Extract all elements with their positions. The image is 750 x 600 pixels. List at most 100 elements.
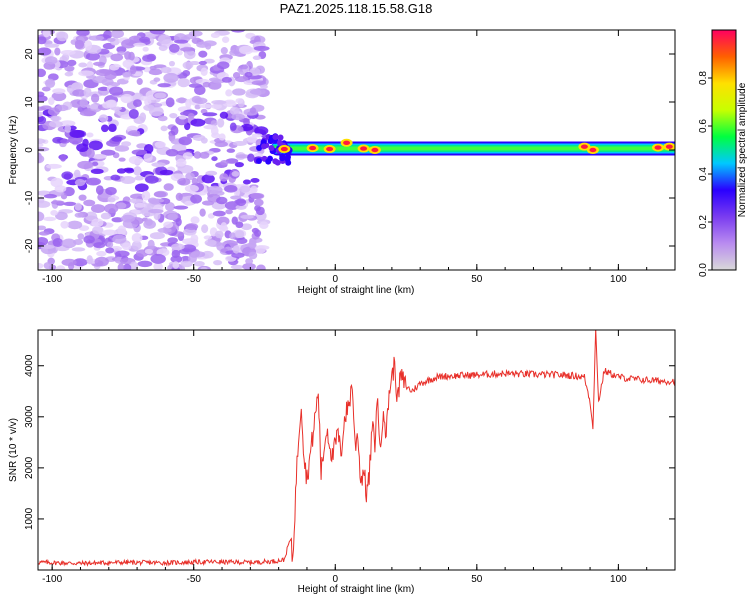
spectrogram-noise-cell xyxy=(74,178,86,187)
spectrogram-noise-cell xyxy=(158,44,168,52)
spectrogram-noise-cell xyxy=(104,203,119,214)
spectrogram-noise-cell xyxy=(91,218,104,228)
spectrogram-noise-cell xyxy=(109,86,124,96)
spectrogram-noise-cell xyxy=(206,185,223,195)
spectrogram-noise-cell xyxy=(153,191,167,198)
spectrogram-noise-cell xyxy=(163,72,179,83)
spectrogram-noise-cell xyxy=(38,68,46,78)
spectrogram-noise-cell xyxy=(221,36,230,44)
spectrogram-noise-cell xyxy=(203,124,218,130)
spectrogram-noise-cell xyxy=(67,59,77,67)
spectrogram-noise-cell xyxy=(48,120,63,128)
spectrogram-noise-cell xyxy=(232,245,240,254)
spectrogram-noise-cell xyxy=(38,106,47,111)
spectrogram-peak xyxy=(309,145,317,151)
spectrogram-transition-cell xyxy=(265,158,272,165)
spectrogram-noise-cell xyxy=(229,106,240,116)
spectrogram-noise-cell xyxy=(175,218,182,226)
spectrogram-noise-cell xyxy=(50,209,58,216)
spectrogram-noise-cell xyxy=(101,124,109,133)
snr-y-tick-label: 4000 xyxy=(24,354,35,377)
spectrogram-noise-cell xyxy=(128,108,139,119)
spectrogram-noise-cell xyxy=(211,99,227,105)
spectrogram-noise-cell xyxy=(44,43,60,48)
spectrogram-noise-cell xyxy=(73,169,81,178)
spectrogram-noise-cell xyxy=(250,185,258,194)
spectrogram-noise-cell xyxy=(219,111,229,119)
spectrogram-noise-cell xyxy=(78,194,87,201)
spectrogram-noise-cell xyxy=(111,136,123,142)
spectrogram-noise-cell xyxy=(185,172,195,181)
spectrogram-noise-cell xyxy=(83,235,95,244)
page-title: PAZ1.2025.118.15.58.G18 xyxy=(279,1,433,16)
spectrogram-noise-cell xyxy=(148,209,164,214)
spectrogram-noise-cell xyxy=(190,234,199,243)
spectrogram-noise-cell xyxy=(190,216,200,224)
spectrogram-noise-cell xyxy=(230,264,244,270)
spectrogram-peak xyxy=(371,147,379,153)
spectrogram-noise-cell xyxy=(55,265,66,270)
spectrogram-peak xyxy=(654,145,662,150)
spectrogram-noise-cell xyxy=(235,198,247,207)
spectrogram-noise-cell xyxy=(43,262,52,270)
spectrogram-noise-cell xyxy=(38,111,43,118)
spectrogram-noise-cell xyxy=(221,76,233,83)
spectrogram-noise-cell xyxy=(74,39,85,49)
spectrogram-noise-cell xyxy=(175,192,183,201)
spectrogram-noise-cell xyxy=(97,86,110,91)
spectrogram-noise-cell xyxy=(170,255,183,263)
spectrogram-noise-cell xyxy=(190,118,206,127)
spectrogram-noise-cell xyxy=(179,47,196,52)
spectrogram-y-tick-label: 10 xyxy=(24,96,35,108)
spectrogram-noise-cell xyxy=(171,243,185,251)
spectrogram-noise-cell xyxy=(260,84,268,90)
spectrogram-noise-cell xyxy=(55,211,68,221)
spectrogram-transition-cell xyxy=(277,134,284,141)
spectrogram-noise-cell xyxy=(101,229,118,236)
spectrogram-noise-cell xyxy=(51,91,67,102)
spectrogram-noise-cell xyxy=(178,136,193,146)
spectrogram-noise-cell xyxy=(95,185,104,195)
spectrogram-noise-cell xyxy=(250,192,265,200)
spectrogram-noise-cell xyxy=(163,221,174,229)
spectrogram-noise-cell xyxy=(90,93,100,103)
spectrogram-noise-cell xyxy=(114,250,130,258)
spectrogram-noise-cell xyxy=(59,154,67,162)
spectrogram-noise-cell xyxy=(149,30,166,35)
spectrogram-noise-cell xyxy=(38,211,45,222)
spectrogram-noise-cell xyxy=(59,120,76,127)
spectrogram-noise-cell xyxy=(145,218,153,226)
spectrogram-noise-cell xyxy=(137,260,153,268)
spectrogram-noise-cell xyxy=(254,205,261,212)
spectrogram-noise-cell xyxy=(139,36,151,43)
spectrogram-x-tick-label: 100 xyxy=(610,274,627,285)
spectrogram-noise-cell xyxy=(143,152,153,162)
spectrogram-noise-cell xyxy=(159,169,174,176)
spectrogram-noise-cell xyxy=(231,88,246,96)
spectrogram-noise-cell xyxy=(201,224,209,234)
spectrogram-noise-cell xyxy=(134,175,144,181)
spectrogram-noise-cell xyxy=(120,214,135,223)
spectrogram-noise-cell xyxy=(250,178,260,183)
spectrogram-transition-cell xyxy=(261,143,268,150)
spectrogram-noise-cell xyxy=(199,208,206,217)
spectrogram-noise-cell xyxy=(212,79,225,84)
spectrogram-x-tick-label: 0 xyxy=(332,274,338,285)
spectrogram-noise-cell xyxy=(248,240,257,249)
spectrogram-noise-cell xyxy=(48,97,55,106)
spectrogram-noise-cell xyxy=(74,202,82,211)
spectrogram-noise-cell xyxy=(131,149,148,156)
spectrogram-noise-cell xyxy=(157,227,172,233)
spectrogram-noise-cell xyxy=(230,195,242,200)
snr-series-line xyxy=(38,330,675,567)
spectrogram-noise-cell xyxy=(132,99,142,107)
spectrogram-noise-cell xyxy=(131,232,143,243)
colorbar-tick-label: 0.4 xyxy=(698,167,709,181)
spectrogram-noise-cell xyxy=(136,78,143,86)
spectrogram-noise-cell xyxy=(174,39,189,44)
snr-x-tick-label: -50 xyxy=(186,574,201,585)
snr-x-axis: -100 -50 0 50 100 xyxy=(42,330,676,585)
spectrogram-noise-cell xyxy=(69,129,85,138)
spectrogram-noise-cell xyxy=(105,247,115,254)
spectrogram-noise-cell xyxy=(93,61,106,66)
